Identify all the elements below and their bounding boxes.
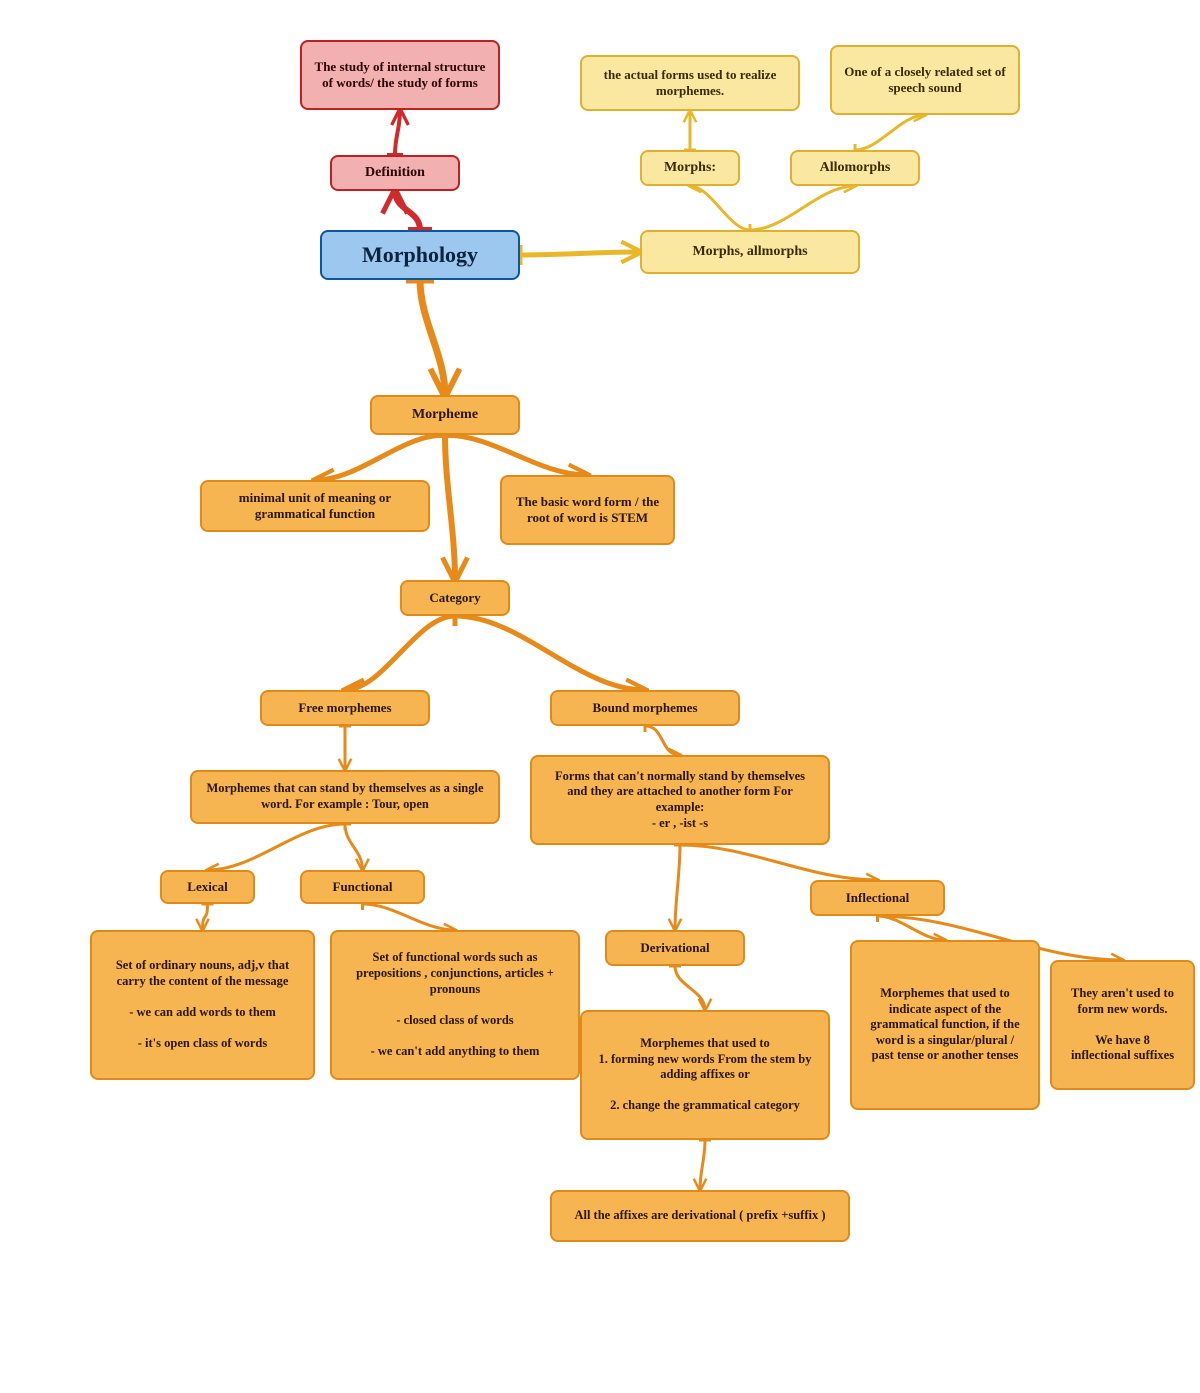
node-label: Allomorphs: [820, 159, 891, 177]
edge: [675, 966, 705, 1010]
node-label: Inflectional: [846, 890, 910, 906]
node-label: Set of ordinary nouns, adj,v that carry …: [104, 958, 301, 1052]
node-label: Forms that can't normally stand by thems…: [544, 769, 816, 832]
node-morphs_desc: the actual forms used to realize morphem…: [580, 55, 800, 111]
node-label: The basic word form / the root of word i…: [514, 494, 661, 527]
edge: [855, 115, 925, 150]
node-morpheme: Morpheme: [370, 395, 520, 435]
node-morphs_allmorphs: Morphs, allmorphs: [640, 230, 860, 274]
node-inflectional: Inflectional: [810, 880, 945, 916]
node-allomorphs_desc: One of a closely related set of speech s…: [830, 45, 1020, 115]
node-label: minimal unit of meaning or grammatical f…: [214, 490, 416, 523]
edge: [690, 186, 750, 230]
edge: [395, 191, 420, 230]
edge: [208, 824, 346, 870]
node-root: Morphology: [320, 230, 520, 280]
node-morphs_label: Morphs:: [640, 150, 740, 186]
edge: [315, 435, 445, 480]
edge: [445, 435, 455, 580]
node-label: Morphemes that used to 1. forming new wo…: [594, 1036, 816, 1114]
edge: [878, 916, 946, 940]
node-label: Morphs:: [664, 159, 716, 177]
node-definition: Definition: [330, 155, 460, 191]
node-derivational: Derivational: [605, 930, 745, 966]
node-label: Morphs, allmorphs: [692, 243, 807, 261]
node-allomorphs_label: Allomorphs: [790, 150, 920, 186]
edge: [675, 845, 680, 930]
edge: [445, 435, 588, 475]
node-label: Category: [429, 590, 480, 606]
node-label: They aren't used to form new words. We h…: [1064, 986, 1181, 1064]
node-label: Free morphemes: [298, 700, 391, 716]
node-label: Definition: [365, 164, 425, 182]
edge: [680, 845, 878, 880]
edge: [750, 186, 855, 230]
node-deriv_desc: Morphemes that used to 1. forming new wo…: [580, 1010, 830, 1140]
node-label: Morphemes that used to indicate aspect o…: [864, 986, 1026, 1064]
node-functional_desc: Set of functional words such as preposit…: [330, 930, 580, 1080]
node-infl_desc1: Morphemes that used to indicate aspect o…: [850, 940, 1040, 1110]
node-bound_desc: Forms that can't normally stand by thems…: [530, 755, 830, 845]
node-label: Set of functional words such as preposit…: [344, 950, 566, 1059]
node-label: Lexical: [187, 879, 227, 895]
node-morpheme_min: minimal unit of meaning or grammatical f…: [200, 480, 430, 532]
node-infl_desc2: They aren't used to form new words. We h…: [1050, 960, 1195, 1090]
node-label: Derivational: [640, 940, 709, 956]
edge: [420, 280, 445, 395]
node-functional: Functional: [300, 870, 425, 904]
node-lexical: Lexical: [160, 870, 255, 904]
edge: [363, 904, 456, 930]
node-deriv_affix: All the affixes are derivational ( prefi…: [550, 1190, 850, 1242]
node-definition_desc: The study of internal structure of words…: [300, 40, 500, 110]
node-category: Category: [400, 580, 510, 616]
edge: [203, 904, 208, 930]
edge: [645, 726, 680, 755]
node-morpheme_stem: The basic word form / the root of word i…: [500, 475, 675, 545]
edge: [700, 1140, 705, 1190]
node-lexical_desc: Set of ordinary nouns, adj,v that carry …: [90, 930, 315, 1080]
edge: [520, 252, 640, 255]
edge: [395, 110, 400, 155]
edge: [345, 616, 455, 690]
edge: [345, 824, 363, 870]
node-label: Bound morphemes: [592, 700, 697, 716]
node-label: the actual forms used to realize morphem…: [594, 67, 786, 100]
node-label: Morphology: [362, 241, 478, 269]
node-label: Functional: [333, 879, 393, 895]
node-free: Free morphemes: [260, 690, 430, 726]
node-label: One of a closely related set of speech s…: [844, 64, 1006, 97]
edge: [455, 616, 645, 690]
node-free_desc: Morphemes that can stand by themselves a…: [190, 770, 500, 824]
node-label: The study of internal structure of words…: [314, 59, 486, 92]
node-label: Morphemes that can stand by themselves a…: [204, 781, 486, 812]
node-bound: Bound morphemes: [550, 690, 740, 726]
node-label: Morpheme: [412, 406, 478, 424]
node-label: All the affixes are derivational ( prefi…: [574, 1208, 825, 1224]
